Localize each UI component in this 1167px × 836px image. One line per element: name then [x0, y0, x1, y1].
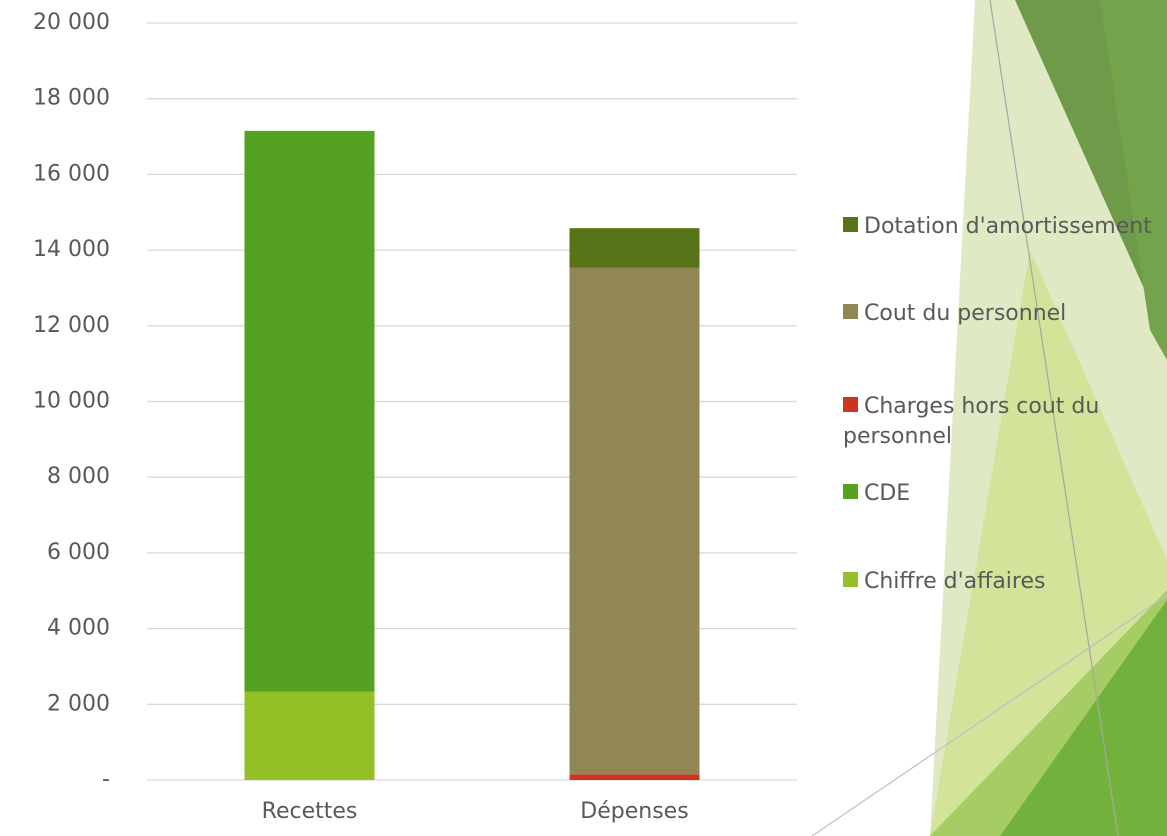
legend-swatch — [843, 217, 858, 232]
legend-swatch — [843, 397, 858, 412]
x-tick-label: Recettes — [262, 799, 358, 824]
x-tick-label: Dépenses — [580, 799, 688, 824]
y-tick-label: 8 000 — [47, 464, 110, 489]
legend-swatch — [843, 484, 858, 499]
legend-label: Cout du personnel — [864, 301, 1067, 326]
y-tick-label: 12 000 — [33, 313, 110, 338]
legend-swatch — [843, 304, 858, 319]
y-tick-label: 6 000 — [47, 540, 110, 565]
legend-label: Dotation d'amortissement — [864, 214, 1152, 239]
legend-swatch — [843, 572, 858, 587]
bar-segment — [244, 691, 375, 780]
decor-line — [811, 594, 1167, 836]
y-tick-label: 2 000 — [47, 691, 110, 716]
legend-item: Cout du personnel — [843, 299, 1163, 329]
legend-item: CDE — [843, 479, 1163, 509]
y-tick-label: - — [102, 767, 110, 792]
y-tick-label: 18 000 — [33, 86, 110, 111]
bar-segment — [569, 774, 700, 780]
legend-item: Chiffre d'affaires — [843, 567, 1163, 597]
legend-label: Charges hors cout du personnel — [843, 394, 1100, 449]
y-tick-label: 4 000 — [47, 616, 110, 641]
decoration — [811, 0, 1167, 836]
y-tick-label: 20 000 — [33, 10, 110, 35]
bar-segment — [569, 228, 700, 268]
plot: - 2 000 4 000 6 000 8 000 10 000 12 000 14 000 1… — [33, 10, 797, 824]
legend-item: Dotation d'amortissement — [843, 212, 1163, 242]
decor-light — [930, 250, 1167, 836]
legend-item: Charges hors cout du personnel — [843, 392, 1163, 452]
decor-line — [989, 0, 1119, 836]
bar-segment — [244, 130, 375, 692]
y-tick-label: 16 000 — [33, 161, 110, 186]
y-tick-label: 14 000 — [33, 237, 110, 262]
legend-label: CDE — [864, 481, 911, 506]
y-tick-label: 10 000 — [33, 389, 110, 414]
decor-mid — [1100, 0, 1167, 360]
bar-segment — [569, 267, 700, 775]
legend-label: Chiffre d'affaires — [864, 569, 1046, 594]
